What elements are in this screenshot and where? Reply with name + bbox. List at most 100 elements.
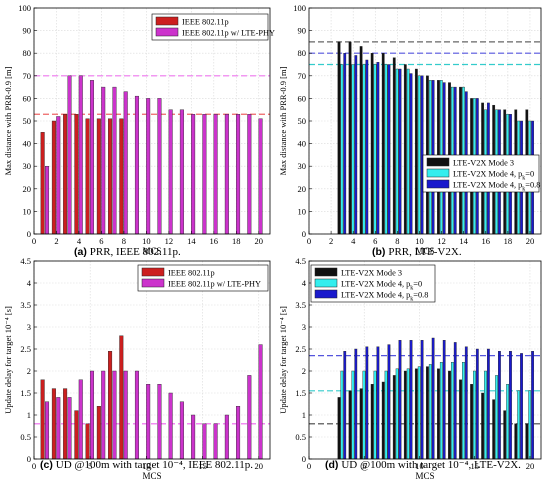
bar — [450, 362, 454, 460]
bar — [373, 64, 377, 235]
y-tick-label: 3 — [27, 322, 31, 332]
bar — [56, 397, 61, 460]
bar — [365, 59, 369, 235]
y-tick-label: 30 — [298, 161, 307, 171]
y-tick-label: 90 — [298, 26, 307, 36]
bar — [157, 384, 162, 460]
bar — [351, 370, 355, 460]
bar — [337, 397, 341, 460]
x-tick-label: 18 — [504, 236, 513, 246]
y-tick-label: 50 — [23, 116, 32, 126]
x-tick-label: 2 — [329, 236, 333, 246]
bar — [409, 73, 413, 235]
bar — [384, 370, 388, 460]
y-tick-label: 4.5 — [20, 256, 31, 266]
legend-label: LTE-V2X Mode 4, pk=0 — [453, 170, 534, 182]
bar — [63, 388, 68, 460]
axes-frame — [308, 260, 542, 460]
bar — [213, 423, 218, 460]
bar — [146, 98, 151, 235]
y-tick-label: 60 — [23, 93, 32, 103]
bar — [462, 362, 465, 460]
x-tick-label: 0 — [307, 461, 311, 471]
x-tick-label: 4 — [77, 236, 82, 246]
bar — [202, 423, 207, 460]
bar — [74, 114, 79, 235]
bar — [191, 114, 196, 235]
legend: IEEE 802.11p IEEE 802.11p w/ LTE-PHY — [137, 264, 269, 292]
bar — [354, 55, 358, 235]
bar — [359, 46, 363, 235]
bar — [525, 423, 529, 460]
x-tick-label: 12 — [165, 236, 174, 246]
x-tick-label: 12 — [437, 236, 446, 246]
x-tick-label: 14 — [187, 236, 196, 246]
bar — [340, 370, 344, 460]
bar — [426, 366, 429, 460]
x-tick-label: 18 — [232, 236, 241, 246]
bar — [362, 64, 366, 235]
axes-frame — [33, 260, 271, 460]
legend-swatch — [314, 267, 338, 277]
chart-caption: (d) UD @100m with target 10⁻⁴, LTE-V2X. — [325, 459, 521, 471]
x-tick-label: 20 — [526, 236, 535, 246]
bar — [119, 118, 124, 235]
bar — [67, 75, 72, 235]
x-axis-label: MCS — [415, 471, 434, 481]
y-tick-label: 100 — [18, 3, 31, 13]
bar — [146, 384, 151, 460]
bar — [365, 346, 369, 460]
chart-d: 0 0.5 1 1.5 2 2.5 3 3.5 4 4.5 0 5 10 15 20 MCS Update de… — [278, 256, 542, 481]
bar — [403, 64, 407, 235]
chart-b: 0 10 20 30 40 50 60 70 80 90 100 0 2 4 6 8 10 12 14 16 18 20 M… — [278, 3, 542, 258]
bar — [376, 346, 380, 460]
y-tick-label: 60 — [298, 93, 307, 103]
legend: IEEE 802.11p IEEE 802.11p w/ LTE-PHY — [151, 13, 275, 41]
bar — [123, 91, 128, 235]
y-tick-label: 10 — [23, 206, 32, 216]
bar — [406, 68, 410, 235]
bar — [470, 384, 473, 460]
x-tick-label: 20 — [255, 236, 264, 246]
bar — [503, 410, 507, 460]
y-tick-label: 4 — [302, 278, 307, 288]
bar — [486, 348, 490, 460]
legend-label: LTE-V2X Mode 3 — [341, 269, 402, 278]
bar — [96, 118, 101, 235]
bar — [348, 390, 352, 460]
bar — [431, 337, 435, 460]
bar — [67, 397, 72, 460]
y-tick-label: 70 — [298, 71, 307, 81]
y-tick-label: 70 — [23, 71, 32, 81]
bar — [414, 68, 418, 235]
legend-label: LTE-V2X Mode 4, pk=0 — [341, 280, 422, 292]
bar — [498, 351, 501, 460]
bar — [359, 388, 363, 460]
bar — [63, 114, 68, 235]
bar — [506, 384, 509, 460]
bar — [464, 346, 468, 460]
y-tick-label: 0.5 — [20, 432, 31, 442]
bar — [56, 116, 61, 235]
y-tick-label: 4 — [27, 278, 32, 288]
bar — [168, 392, 173, 460]
legend-swatch — [155, 27, 179, 37]
bar — [428, 364, 432, 460]
bar — [351, 64, 355, 235]
bar — [85, 423, 90, 460]
bar — [112, 86, 117, 235]
bar — [179, 109, 184, 235]
y-tick-label: 1.5 — [295, 388, 306, 398]
bar — [531, 351, 534, 460]
y-axis-label: Max distance with PRR-0.9 [m] — [278, 66, 288, 175]
bar — [247, 114, 252, 235]
bar — [453, 342, 457, 460]
x-tick-label: 0 — [307, 236, 311, 246]
plot-area — [34, 261, 270, 459]
x-tick-label: 2 — [54, 236, 58, 246]
bar — [475, 348, 479, 460]
bar — [101, 370, 106, 460]
bar — [520, 353, 523, 460]
bar — [381, 53, 385, 235]
bar — [213, 114, 218, 235]
